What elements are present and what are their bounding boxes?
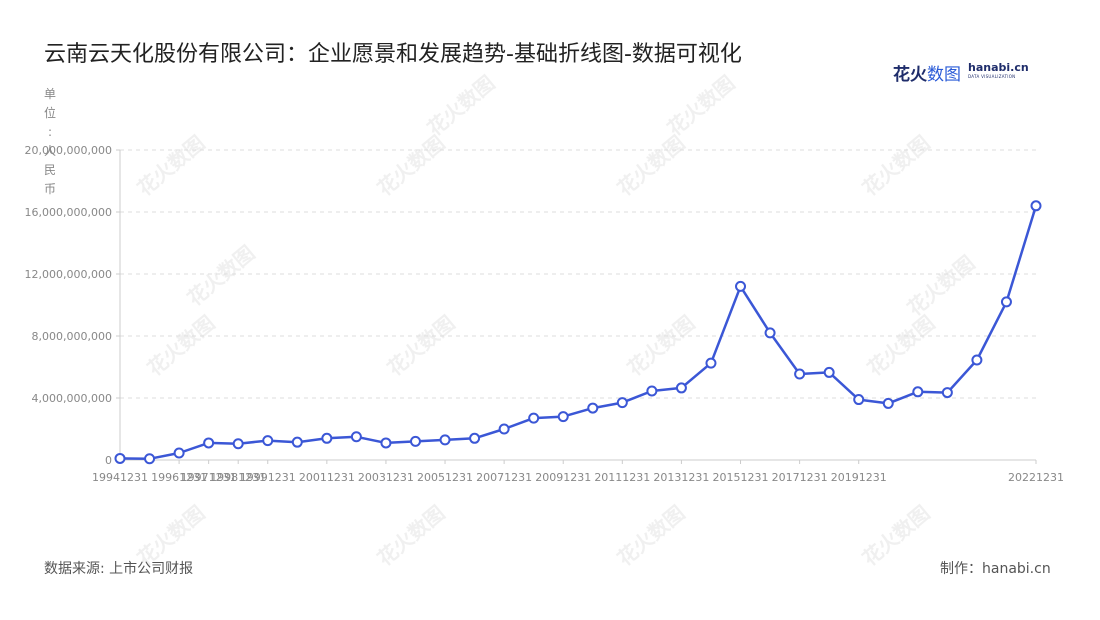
y-tick-label: 20,000,000,000 xyxy=(25,144,112,157)
data-point xyxy=(764,327,776,339)
maker-credit: 制作：hanabi.cn xyxy=(940,561,1051,577)
y-tick-label: 4,000,000,000 xyxy=(32,392,112,405)
data-point xyxy=(794,368,806,380)
data-point xyxy=(114,452,126,464)
x-tick-label: 20111231 xyxy=(594,471,650,484)
data-point xyxy=(1000,296,1012,308)
y-tick-label: 0 xyxy=(105,454,112,467)
x-tick-label: 20131231 xyxy=(653,471,709,484)
data-point xyxy=(203,437,215,449)
x-axis-ticks: 19941231 19961231199712311998123119991231… xyxy=(92,460,1064,484)
chart-title: 云南云天化股份有限公司：企业愿景和发展趋势-基础折线图-数据可视化 xyxy=(44,42,742,67)
data-point xyxy=(675,382,687,394)
data-point xyxy=(912,386,924,398)
data-point xyxy=(144,453,156,465)
data-point xyxy=(616,397,628,409)
data-point xyxy=(941,387,953,399)
x-tick-label: 20071231 xyxy=(476,471,532,484)
data-point xyxy=(380,437,392,449)
brand-logo-cn: 花火数图 xyxy=(893,64,961,85)
x-tick-label: 19991231 xyxy=(240,471,296,484)
brand-logo-en: hanabi.cn DATA VISUALIZATION xyxy=(968,61,1029,79)
x-tick-label: 19971231 xyxy=(181,471,237,484)
x-tick-label: 20091231 xyxy=(535,471,591,484)
data-point xyxy=(439,434,451,446)
axes xyxy=(119,150,1036,461)
x-tick-label: 20171231 xyxy=(772,471,828,484)
x-tick-label: 19981231 xyxy=(210,471,266,484)
x-tick-label: 20031231 xyxy=(358,471,414,484)
data-point xyxy=(882,397,894,409)
data-point xyxy=(1030,200,1042,212)
data-point xyxy=(705,357,717,369)
x-tick-label: 20151231 xyxy=(713,471,769,484)
series-points xyxy=(114,200,1042,465)
data-point xyxy=(469,432,481,444)
data-point xyxy=(173,447,185,459)
y-axis-ticks: 0 4,000,000,000 8,000,000,000 12,000,000,00… xyxy=(25,144,120,467)
y-axis-unit-label: 单位:人民币 xyxy=(44,87,56,196)
x-tick-label: 19941231 xyxy=(92,471,148,484)
data-point xyxy=(291,436,303,448)
data-point xyxy=(823,366,835,378)
x-tick-label: 20221231 xyxy=(1008,471,1064,484)
data-point xyxy=(557,411,569,423)
x-tick-label: 20191231 xyxy=(831,471,887,484)
data-point xyxy=(262,435,274,447)
x-tick-label: 19961231 xyxy=(151,471,207,484)
data-point xyxy=(587,402,599,414)
y-tick-label: 16,000,000,000 xyxy=(25,206,112,219)
data-point xyxy=(971,354,983,366)
data-source-note: 数据来源: 上市公司财报 xyxy=(44,561,194,577)
series-line xyxy=(119,205,1038,461)
y-tick-label: 12,000,000,000 xyxy=(25,268,112,281)
data-point xyxy=(350,431,362,443)
data-point xyxy=(409,435,421,447)
brand-logo: 花火数图 hanabi.cn DATA VISUALIZATION xyxy=(893,60,1029,85)
data-point xyxy=(646,385,658,397)
data-point xyxy=(528,412,540,424)
x-tick-label: 20051231 xyxy=(417,471,473,484)
data-point xyxy=(321,432,333,444)
data-point xyxy=(232,438,244,450)
data-point xyxy=(853,394,865,406)
data-point xyxy=(498,423,510,435)
y-tick-label: 8,000,000,000 xyxy=(32,330,112,343)
grid-lines xyxy=(120,149,1036,399)
x-tick-label: 20011231 xyxy=(299,471,355,484)
data-point xyxy=(735,280,747,292)
